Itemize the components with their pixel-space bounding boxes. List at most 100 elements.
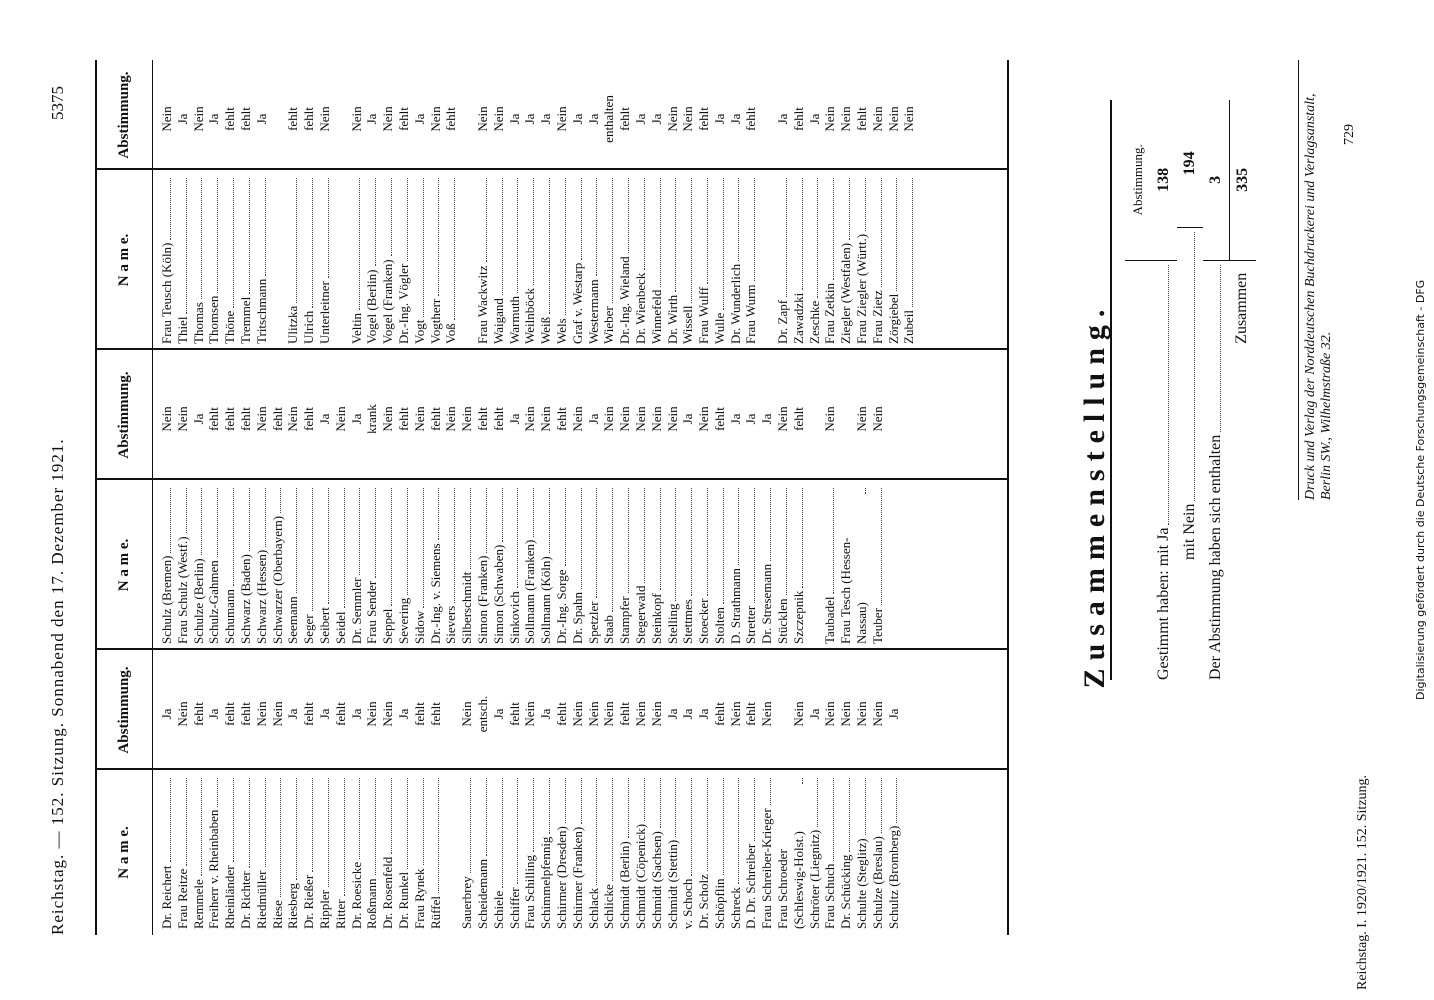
member-name: Stücklen (775, 598, 791, 645)
name-cell: Thöne (222, 174, 238, 344)
member-name: Frau Wulff (696, 286, 712, 344)
vote: fehlt (301, 107, 317, 131)
member-name: Dr. Wienbeck (632, 272, 648, 344)
table-row: Schirmer (Franken) Nein (570, 654, 586, 929)
table-row: Freiherr v. Rheinbaben Ja (206, 654, 222, 929)
leader-dots (438, 178, 440, 296)
name-cell: Dr. Wienbeck (633, 174, 649, 344)
table-row: Schulze (Berlin) Ja (191, 354, 207, 644)
member-name: Zubeil (901, 310, 917, 344)
vote: Ja (727, 113, 743, 125)
member-name: Schröter (Liegnitz) (806, 829, 822, 929)
table-row: Stoecker Nein (696, 354, 712, 644)
leader-dots (833, 488, 835, 594)
leader-dots (390, 778, 392, 854)
leader-dots (280, 488, 282, 513)
vote: fehlt (506, 702, 522, 726)
member-name: Schulte (Steglitz) (854, 838, 870, 929)
name-cell: Schulz (Bremen) (159, 484, 175, 644)
name-cell: Schröter (Liegnitz) (807, 774, 823, 929)
leader-dots (296, 488, 298, 594)
leader-dots (817, 778, 819, 827)
vote: fehlt (553, 702, 569, 726)
leader-dots (548, 778, 550, 834)
row-group: Dr. Reichert Ja Frau Reitze Nein Remmele fehl… (159, 654, 443, 929)
leader-dots (217, 178, 219, 293)
name-cell: Frau Sender (364, 484, 380, 644)
name-cell: Silberschmidt (459, 484, 475, 644)
name-cell: Unterleitner (317, 174, 333, 344)
name-cell: Riesberg (285, 774, 301, 929)
member-name: Freiherr v. Rheinbaben (206, 809, 222, 929)
leader-dots (675, 778, 677, 837)
leader-dots (438, 488, 440, 541)
vote: fehlt (301, 407, 317, 431)
table-row: Zawadzki fehlt (791, 64, 807, 344)
member-name: Frau Tesch (Hessen-Nassau) (838, 537, 870, 644)
leader-dots (501, 778, 503, 888)
table-row: Zörgiebel Nein (886, 64, 902, 344)
vote: Ja (490, 708, 506, 720)
vote: fehlt (411, 702, 427, 726)
name-cell: Stettmes (680, 484, 696, 644)
member-name: Rheinländer (222, 865, 238, 929)
table-row: Frau Schuch Nein (822, 654, 838, 929)
table-row: Frau Schilling Nein (522, 654, 538, 929)
column-rule (97, 478, 1007, 480)
member-name: Riesberg (285, 883, 301, 929)
leader-dots (248, 178, 250, 294)
name-cell: Vogel (Franken) (380, 174, 396, 344)
member-name: Severing (395, 597, 411, 644)
name-cell: Frau Ziegler (Württ.) (854, 174, 870, 344)
leader-dots (833, 778, 835, 861)
table-row: Schiele Ja (491, 654, 507, 929)
leader-dots (406, 778, 408, 869)
name-cell: Ulrich (301, 174, 317, 344)
member-name: Roßmann (364, 878, 380, 929)
name-cell: Wulle (712, 174, 728, 344)
leader-dots (580, 178, 582, 260)
vote: fehlt (553, 407, 569, 431)
vote: fehlt (427, 407, 443, 431)
table-row: Ulitzka fehlt (285, 64, 301, 344)
leader-dots (896, 778, 898, 823)
table-row: Simon (Franken) fehlt (475, 354, 491, 644)
vote: Ja (316, 413, 332, 425)
leader-dots (169, 488, 171, 553)
table-row: Stelling Nein (665, 354, 681, 644)
leader-dots (375, 778, 377, 876)
member-name: Dr. Rosenfeld (380, 856, 396, 929)
leader-dots (185, 778, 187, 866)
table-row: Spetzler Ja (586, 354, 602, 644)
member-name: Schirmer (Franken) (569, 826, 585, 929)
vote: Ja (569, 113, 585, 125)
vote: Nein (348, 106, 364, 132)
name-cell: Stampfer (617, 484, 633, 644)
table-row: Stampfer Nein (617, 354, 633, 644)
table-row: Dr. Rießer fehlt (301, 654, 317, 929)
vote: Nein (380, 406, 396, 432)
summary-value: 3 (1203, 100, 1229, 261)
member-name: Dr.-Ing. Sorge (553, 569, 569, 644)
member-name: Schmidt (Cöpenick) (632, 823, 648, 929)
table-row: Frau Ziegler (Württ.) fehlt (854, 64, 870, 344)
vote: fehlt (790, 107, 806, 131)
name-cell: Vogel (Berlin) (364, 174, 380, 344)
table-row: Vogt Ja (412, 64, 428, 344)
vote: fehlt (617, 702, 633, 726)
vote: Nein (569, 701, 585, 727)
member-name: Frau Schuch (822, 863, 838, 929)
name-cell: Thiel (175, 174, 191, 344)
table-row: Remmele fehlt (191, 654, 207, 929)
vote: Ja (411, 113, 427, 125)
leader-dots (691, 778, 693, 876)
vote: Ja (538, 113, 554, 125)
name-cell: Thomsen (206, 174, 222, 344)
imprint: Druck und Verlag der Norddeutschen Buchd… (1298, 60, 1335, 500)
vote: Nein (443, 406, 459, 432)
leader-dots (659, 488, 661, 591)
row-group: Sauerbrey Nein Scheidemann entsch. Schiele Ja… (459, 654, 901, 929)
table-row: Wieber enthalten (601, 64, 617, 344)
name-cell: Winnefeld (649, 174, 665, 344)
vote: fehlt (474, 407, 490, 431)
